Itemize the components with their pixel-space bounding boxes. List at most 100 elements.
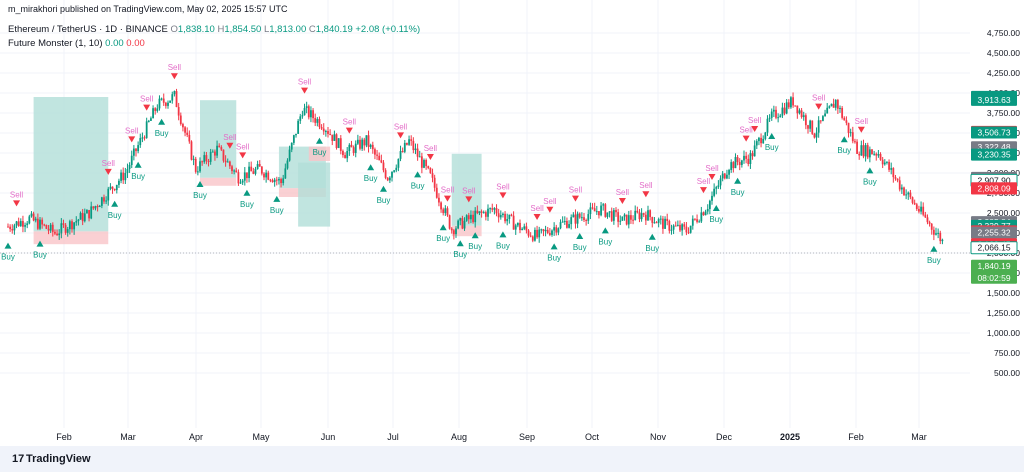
candle-body xyxy=(843,117,846,121)
candle-body xyxy=(374,149,376,155)
candle-body xyxy=(228,161,231,167)
candle-body xyxy=(406,142,408,145)
price-tick-label: 500.00 xyxy=(994,368,1020,378)
candle-body xyxy=(926,217,929,223)
sell-label: Sell xyxy=(168,63,182,72)
candle-body xyxy=(36,218,39,229)
candle-body xyxy=(708,200,711,210)
candle-body xyxy=(442,209,445,214)
candle-body xyxy=(813,133,816,138)
candle-body xyxy=(450,228,453,231)
low-value: 1,813.00 xyxy=(269,24,307,35)
candle-body xyxy=(122,172,125,181)
candle-body xyxy=(331,134,334,141)
candle-body xyxy=(452,230,455,235)
buy-label: Buy xyxy=(453,250,467,259)
candle-body xyxy=(448,215,451,229)
buy-label: Buy xyxy=(547,253,561,262)
price-badge-label: 2,808.09 xyxy=(977,183,1010,193)
price-badge xyxy=(971,126,1017,139)
time-axis-label: Sep xyxy=(519,432,535,442)
candle-body xyxy=(563,220,566,222)
candle-body xyxy=(152,108,154,119)
last-price-label: 1,840.19 xyxy=(977,261,1010,271)
candle-body xyxy=(753,145,756,157)
candle-body xyxy=(356,139,359,144)
candle-body xyxy=(672,225,675,230)
candle-body xyxy=(480,211,483,213)
candle-body xyxy=(794,105,797,107)
candle-body xyxy=(446,208,449,216)
buy-label: Buy xyxy=(927,256,941,265)
candle-body xyxy=(271,180,274,183)
candle-body xyxy=(536,229,538,238)
candle-body xyxy=(696,219,698,222)
candle-body xyxy=(638,212,641,220)
candle-body xyxy=(267,172,270,180)
candle-body xyxy=(676,224,679,226)
buy-label: Buy xyxy=(645,244,659,253)
sell-arrow-icon xyxy=(857,126,865,133)
candle-body xyxy=(655,222,658,224)
buy-arrow-icon xyxy=(471,232,479,239)
candle-body xyxy=(766,118,769,133)
candle-body xyxy=(126,168,129,174)
candle-body xyxy=(935,233,937,235)
candle-body xyxy=(118,180,120,185)
candle-body xyxy=(487,208,489,217)
candle-body xyxy=(143,137,146,139)
candle-body xyxy=(344,155,346,159)
buy-arrow-icon xyxy=(367,164,375,171)
symbol-title: Ethereum / TetherUS · 1D · BINANCE xyxy=(8,24,168,35)
sell-arrow-icon xyxy=(815,103,823,110)
candle-body xyxy=(851,132,854,142)
candle-body xyxy=(435,187,438,198)
sell-label: Sell xyxy=(496,182,510,191)
candle-body xyxy=(346,150,349,159)
candle-body xyxy=(19,221,22,226)
candle-body xyxy=(335,134,338,148)
candle-body xyxy=(169,100,172,103)
candle-body xyxy=(841,107,844,118)
sell-arrow-icon xyxy=(751,126,759,132)
candle-body xyxy=(886,161,888,163)
candle-body xyxy=(111,186,114,189)
sell-arrow-icon xyxy=(499,192,507,199)
buy-arrow-icon xyxy=(712,205,720,211)
candle-body xyxy=(282,178,285,184)
candle-body xyxy=(758,137,760,142)
candle-body xyxy=(401,151,404,153)
candle-body xyxy=(32,213,35,221)
candle-body xyxy=(222,149,225,161)
close-value: 1,840.19 xyxy=(315,24,353,35)
sell-label: Sell xyxy=(616,188,630,197)
buy-arrow-icon xyxy=(576,233,584,239)
candle-body xyxy=(303,108,306,116)
candle-body xyxy=(425,160,428,167)
indicator-legend[interactable]: Future Monster (1, 10) 0.00 0.00 xyxy=(8,38,145,49)
candle-body xyxy=(299,116,302,121)
price-chart[interactable]: Buy Sell Buy Sell Buy Sell Buy Sell Buy Sell Buy Se… xyxy=(0,0,1024,446)
candle-body xyxy=(231,166,233,172)
high-value: 1,854.50 xyxy=(224,24,262,35)
candle-body xyxy=(109,186,112,189)
price-badge-label: 3,506.73 xyxy=(977,127,1010,137)
candle-body xyxy=(173,91,176,95)
candle-body xyxy=(546,229,549,233)
change-value: +2.08 (+0.11%) xyxy=(355,24,421,35)
candle-body xyxy=(378,155,381,161)
candle-body xyxy=(248,166,250,179)
buy-label: Buy xyxy=(313,148,327,157)
candle-body xyxy=(608,211,611,213)
sell-label: Sell xyxy=(739,126,753,135)
candle-body xyxy=(470,214,472,220)
candle-body xyxy=(463,220,466,229)
candle-body xyxy=(877,154,880,156)
candle-body xyxy=(704,211,707,216)
candle-body xyxy=(854,141,856,143)
candle-body xyxy=(630,215,632,220)
candle-body xyxy=(403,142,406,152)
candle-body xyxy=(868,149,871,158)
candle-body xyxy=(7,226,9,228)
candle-body xyxy=(659,218,662,220)
